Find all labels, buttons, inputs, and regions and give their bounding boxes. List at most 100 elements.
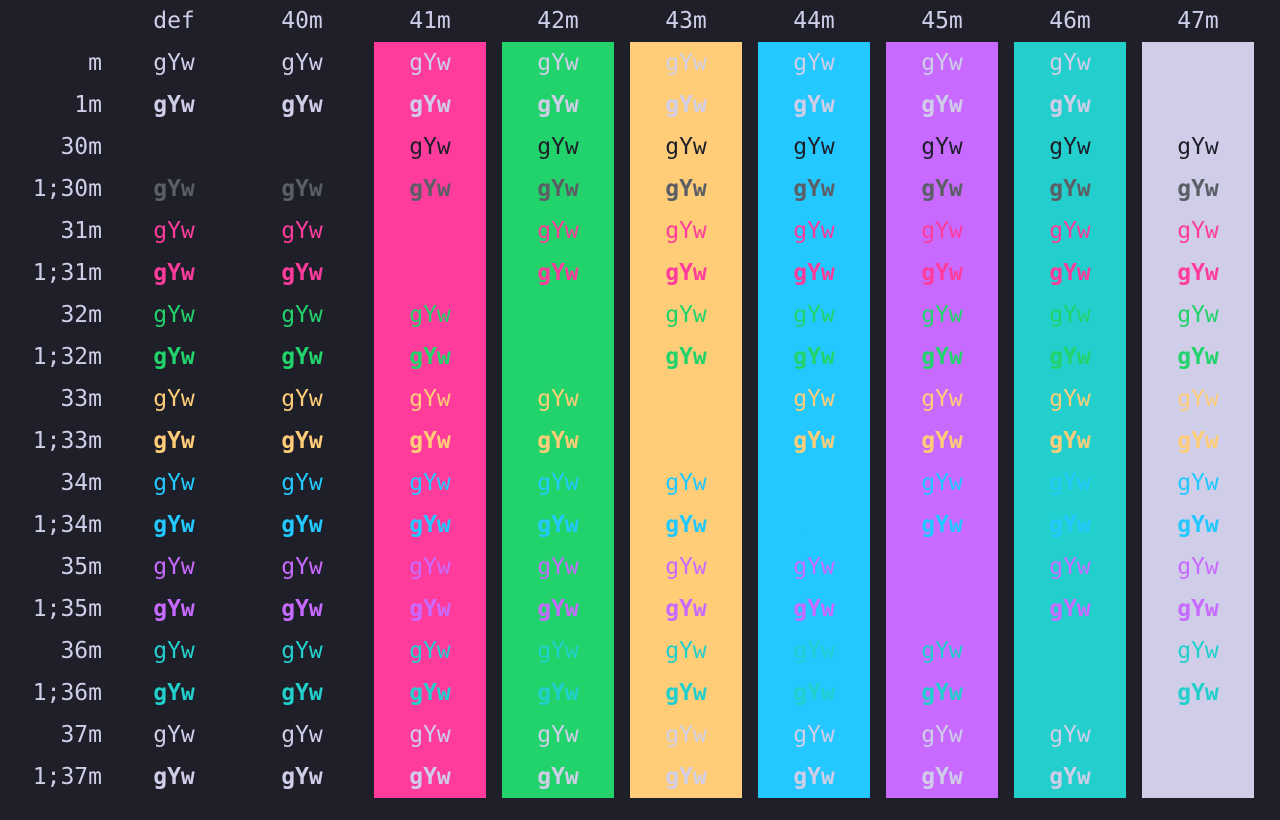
- sample-cell: gYw: [1177, 722, 1219, 748]
- sample-cell: gYw: [409, 176, 451, 202]
- row-label: 1;32m: [32, 344, 102, 370]
- sample-cell: gYw: [281, 638, 323, 664]
- sample-cell: gYw: [1177, 554, 1219, 580]
- row-label: m: [88, 50, 102, 76]
- sample-cell: gYw: [793, 50, 835, 76]
- sample-cell: gYw: [793, 722, 835, 748]
- sample-cell: gYw: [409, 764, 451, 790]
- sample-cell: gYw: [793, 512, 835, 538]
- sample-cell: gYw: [409, 512, 451, 538]
- sample-cell: gYw: [153, 680, 195, 706]
- column-header: 44m: [793, 8, 835, 34]
- sample-cell: gYw: [281, 134, 323, 160]
- sample-cell: gYw: [1177, 512, 1219, 538]
- sample-cell: gYw: [537, 596, 579, 622]
- sample-cell: gYw: [409, 596, 451, 622]
- sample-cell: gYw: [281, 302, 323, 328]
- sample-cell: gYw: [1177, 470, 1219, 496]
- sample-cell: gYw: [1177, 134, 1219, 160]
- sample-cell: gYw: [921, 428, 963, 454]
- sample-cell: gYw: [1049, 512, 1091, 538]
- sample-cell: gYw: [665, 344, 707, 370]
- sample-cell: gYw: [537, 638, 579, 664]
- sample-cell: gYw: [409, 680, 451, 706]
- sample-cell: gYw: [1177, 764, 1219, 790]
- column-header: 47m: [1177, 8, 1219, 34]
- column-background-44m: [758, 42, 870, 798]
- sample-cell: gYw: [153, 50, 195, 76]
- sample-cell: gYw: [1049, 428, 1091, 454]
- sample-cell: gYw: [1049, 260, 1091, 286]
- sample-cell: gYw: [921, 764, 963, 790]
- sample-cell: gYw: [281, 764, 323, 790]
- sample-cell: gYw: [409, 92, 451, 118]
- sample-cell: gYw: [537, 512, 579, 538]
- sample-cell: gYw: [921, 638, 963, 664]
- sample-cell: gYw: [1177, 638, 1219, 664]
- sample-cell: gYw: [1049, 470, 1091, 496]
- sample-cell: gYw: [665, 722, 707, 748]
- sample-cell: gYw: [537, 764, 579, 790]
- sample-cell: gYw: [281, 218, 323, 244]
- sample-cell: gYw: [537, 554, 579, 580]
- sample-cell: gYw: [665, 134, 707, 160]
- sample-cell: gYw: [793, 470, 835, 496]
- sample-cell: gYw: [537, 470, 579, 496]
- sample-cell: gYw: [793, 638, 835, 664]
- sample-cell: gYw: [1049, 302, 1091, 328]
- column-background-42m: [502, 42, 614, 798]
- sample-cell: gYw: [793, 386, 835, 412]
- sample-cell: gYw: [1049, 344, 1091, 370]
- sample-cell: gYw: [793, 218, 835, 244]
- sample-cell: gYw: [921, 218, 963, 244]
- sample-cell: gYw: [537, 680, 579, 706]
- sample-cell: gYw: [665, 386, 707, 412]
- row-label: 32m: [60, 302, 102, 328]
- sample-cell: gYw: [665, 638, 707, 664]
- sample-cell: gYw: [409, 260, 451, 286]
- sample-cell: gYw: [665, 470, 707, 496]
- sample-cell: gYw: [153, 638, 195, 664]
- sample-cell: gYw: [153, 92, 195, 118]
- sample-cell: gYw: [1049, 176, 1091, 202]
- sample-cell: gYw: [793, 176, 835, 202]
- sample-cell: gYw: [537, 302, 579, 328]
- sample-cell: gYw: [665, 92, 707, 118]
- sample-cell: gYw: [921, 344, 963, 370]
- sample-cell: gYw: [409, 722, 451, 748]
- column-background-43m: [630, 42, 742, 798]
- sample-cell: gYw: [665, 596, 707, 622]
- sample-cell: gYw: [409, 50, 451, 76]
- column-header: 45m: [921, 8, 963, 34]
- sample-cell: gYw: [537, 134, 579, 160]
- row-label: 31m: [60, 218, 102, 244]
- sample-cell: gYw: [537, 176, 579, 202]
- row-label: 35m: [60, 554, 102, 580]
- sample-cell: gYw: [281, 554, 323, 580]
- sample-cell: gYw: [1177, 680, 1219, 706]
- sample-cell: gYw: [793, 554, 835, 580]
- row-label: 1;37m: [32, 764, 102, 790]
- sample-cell: gYw: [665, 218, 707, 244]
- column-header: 43m: [665, 8, 707, 34]
- sample-cell: gYw: [921, 260, 963, 286]
- sample-cell: gYw: [1049, 764, 1091, 790]
- sample-cell: gYw: [793, 344, 835, 370]
- sample-cell: gYw: [1177, 596, 1219, 622]
- sample-cell: gYw: [1049, 134, 1091, 160]
- sample-cell: gYw: [537, 218, 579, 244]
- sample-cell: gYw: [537, 92, 579, 118]
- sample-cell: gYw: [153, 302, 195, 328]
- sample-cell: gYw: [1177, 428, 1219, 454]
- column-header: 40m: [281, 8, 323, 34]
- sample-cell: gYw: [1177, 176, 1219, 202]
- sample-cell: gYw: [1049, 638, 1091, 664]
- sample-cell: gYw: [153, 554, 195, 580]
- sample-cell: gYw: [921, 722, 963, 748]
- row-label: 30m: [60, 134, 102, 160]
- sample-cell: gYw: [665, 302, 707, 328]
- sample-cell: gYw: [537, 722, 579, 748]
- sample-cell: gYw: [281, 260, 323, 286]
- sample-cell: gYw: [281, 428, 323, 454]
